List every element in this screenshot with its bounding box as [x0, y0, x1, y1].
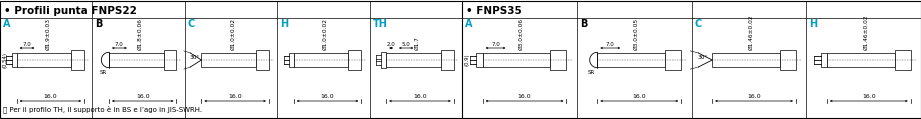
- Bar: [289, 53, 294, 67]
- Bar: [551, 50, 566, 70]
- Text: Ø3.0±0.06: Ø3.0±0.06: [519, 18, 524, 50]
- Text: Ø1.7: Ø1.7: [414, 36, 420, 50]
- Bar: [109, 53, 164, 67]
- Bar: [476, 53, 483, 67]
- Text: 2.0: 2.0: [387, 42, 395, 47]
- Text: 7.0: 7.0: [115, 42, 123, 47]
- Bar: [164, 50, 177, 70]
- Text: SR: SR: [588, 70, 595, 75]
- Bar: [712, 53, 780, 67]
- Text: • Profili punta FNPS22: • Profili punta FNPS22: [4, 6, 137, 16]
- Bar: [294, 53, 348, 67]
- Bar: [386, 53, 441, 67]
- Text: (0.54): (0.54): [2, 52, 7, 68]
- Text: Ø3.0±0.05: Ø3.0±0.05: [634, 18, 638, 50]
- Bar: [441, 50, 454, 70]
- Bar: [202, 53, 256, 67]
- Text: Ø1.46±0.02: Ø1.46±0.02: [863, 14, 869, 50]
- Text: 16.0: 16.0: [43, 94, 57, 99]
- Bar: [827, 53, 894, 67]
- Text: 7.0: 7.0: [491, 42, 500, 47]
- Text: 16.0: 16.0: [633, 94, 647, 99]
- Text: (0.9): (0.9): [464, 54, 469, 66]
- Bar: [12, 53, 17, 67]
- Text: 16.0: 16.0: [414, 94, 426, 99]
- Bar: [256, 50, 269, 70]
- Text: SR: SR: [100, 70, 107, 75]
- Text: 5.0: 5.0: [402, 42, 411, 47]
- Text: H: H: [810, 19, 817, 29]
- Text: C: C: [694, 19, 702, 29]
- Text: Ø1.0±0.02: Ø1.0±0.02: [230, 18, 235, 50]
- Text: 30°: 30°: [697, 55, 707, 60]
- Text: 7.0: 7.0: [23, 42, 31, 47]
- Text: 16.0: 16.0: [747, 94, 761, 99]
- Bar: [71, 50, 84, 70]
- Bar: [598, 53, 665, 67]
- Bar: [17, 53, 71, 67]
- Text: Ø1.0±0.02: Ø1.0±0.02: [322, 18, 328, 50]
- Text: A: A: [3, 19, 10, 29]
- Bar: [381, 52, 386, 68]
- Text: Ø1.8±0.06: Ø1.8±0.06: [137, 18, 143, 50]
- Text: TH: TH: [373, 19, 388, 29]
- Text: • FNPS35: • FNPS35: [466, 6, 522, 16]
- Text: 16.0: 16.0: [228, 94, 242, 99]
- Text: C: C: [188, 19, 195, 29]
- Text: B: B: [96, 19, 103, 29]
- Text: Ø1.46±0.02: Ø1.46±0.02: [749, 14, 753, 50]
- Text: 16.0: 16.0: [136, 94, 149, 99]
- Text: 16.0: 16.0: [862, 94, 876, 99]
- Bar: [483, 53, 551, 67]
- Bar: [348, 50, 361, 70]
- Text: ⓘ Per il profilo TH, il supporto è in BS e l’ago in JIS-SWRH.: ⓘ Per il profilo TH, il supporto è in BS…: [3, 105, 202, 113]
- Text: 30°: 30°: [190, 55, 200, 60]
- Text: 7.0: 7.0: [606, 42, 614, 47]
- Text: A: A: [465, 19, 472, 29]
- Text: Ø1.9±0.03: Ø1.9±0.03: [45, 18, 51, 50]
- Text: B: B: [579, 19, 587, 29]
- Bar: [780, 50, 796, 70]
- Text: 16.0: 16.0: [518, 94, 531, 99]
- Bar: [821, 53, 827, 67]
- Text: H: H: [280, 19, 288, 29]
- Bar: [894, 50, 911, 70]
- Text: 16.0: 16.0: [321, 94, 334, 99]
- Bar: [665, 50, 682, 70]
